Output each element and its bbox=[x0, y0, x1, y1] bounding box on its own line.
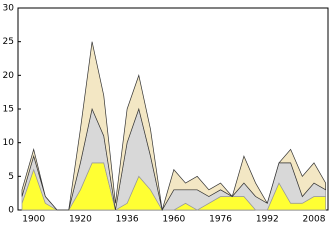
x-tick-label: 2008 bbox=[303, 215, 326, 225]
area bbox=[21, 41, 327, 211]
x-tick-label: 1976 bbox=[209, 215, 232, 225]
x-tick-label: 1920 bbox=[69, 215, 92, 225]
x-tick-label: 1992 bbox=[256, 215, 279, 225]
x-tick-label: 1936 bbox=[116, 215, 139, 225]
y-tick-label: 15 bbox=[3, 105, 14, 115]
y-tick-label: 10 bbox=[3, 138, 15, 148]
y-tick-label: 5 bbox=[8, 172, 14, 182]
x-tick-label: 1900 bbox=[22, 215, 45, 225]
y-tick-label: 25 bbox=[3, 37, 14, 47]
chart: 0 5 10 15 20 25 30 1900 1920 1936 1960 1976 1992 2008 bbox=[3, 4, 329, 225]
y-tick-label: 0 bbox=[8, 206, 14, 216]
y-tick-label: 20 bbox=[3, 71, 15, 81]
x-tick-label: 1960 bbox=[162, 215, 185, 225]
y-tick-label: 30 bbox=[3, 4, 15, 14]
